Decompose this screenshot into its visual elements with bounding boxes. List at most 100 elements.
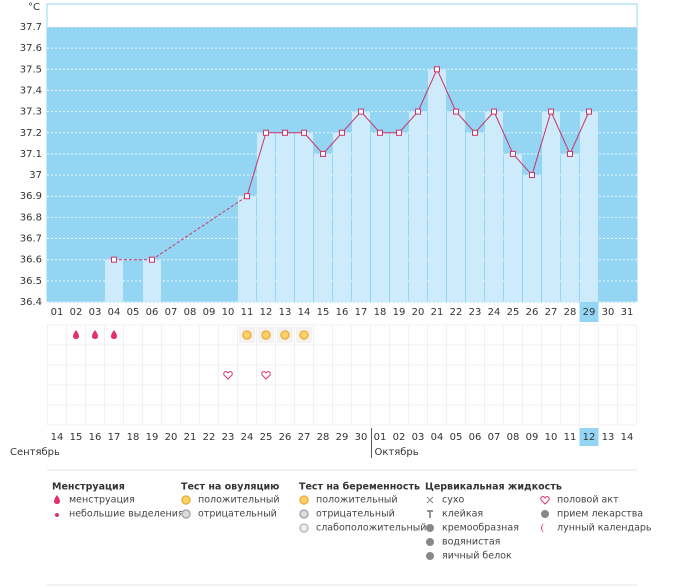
icon-circle	[541, 510, 549, 518]
y-tick-label: 37.4	[20, 85, 42, 96]
icon-circle	[261, 330, 271, 340]
y-tick-label: 36.4	[20, 297, 42, 308]
y-tick-label: 37.3	[20, 107, 42, 118]
temperature-line	[531, 111, 552, 176]
cycle-day-label: 15	[317, 307, 330, 318]
y-tick-label: 37.2	[20, 128, 42, 139]
date-label: 22	[203, 432, 216, 443]
icon-drop	[111, 330, 117, 339]
bar	[542, 111, 560, 302]
legend-item: небольшие выделения	[69, 509, 184, 520]
legend-item: положительный	[198, 495, 280, 506]
cycle-day-label: 22	[450, 307, 463, 318]
point	[434, 66, 440, 73]
point	[415, 108, 421, 115]
cycle-day-label: 09	[203, 307, 216, 318]
cycle-day-label: 28	[564, 307, 577, 318]
icon-circle	[299, 509, 309, 519]
icon-dot	[55, 513, 59, 517]
cycle-day-label: 06	[146, 307, 159, 318]
bar	[257, 132, 275, 302]
cycle-day-label: 14	[298, 307, 311, 318]
point	[548, 108, 554, 115]
cycle-day-label: 21	[431, 307, 444, 318]
temperature-line	[151, 195, 248, 261]
bar	[390, 132, 408, 302]
bar	[428, 69, 446, 302]
legend-item: лунный календарь	[557, 523, 652, 534]
date-label: 19	[146, 432, 159, 443]
bar	[238, 196, 256, 302]
temperature-line	[303, 132, 324, 155]
bar	[485, 111, 503, 302]
point	[111, 256, 117, 263]
legend-item: менструация	[69, 495, 135, 506]
icon-drop	[73, 330, 79, 339]
date-label: 26	[279, 432, 292, 443]
date-label: 04	[431, 432, 444, 443]
y-axis-label: °C	[28, 2, 40, 13]
date-label: 12	[583, 432, 596, 443]
point	[396, 129, 402, 136]
date-label: 06	[469, 432, 482, 443]
icon-circle	[242, 330, 252, 340]
date-label: 01	[374, 432, 387, 443]
date-label: 14	[621, 432, 634, 443]
bar	[352, 111, 370, 302]
cycle-day-label: 31	[621, 307, 634, 318]
bar	[466, 132, 484, 302]
bar	[276, 132, 294, 302]
date-label: 07	[488, 432, 501, 443]
date-label: 17	[108, 432, 121, 443]
legend-item: кремообразная	[442, 523, 519, 534]
cycle-day-label: 23	[469, 307, 482, 318]
legend-item: яичный белок	[442, 551, 512, 562]
date-label: 11	[564, 432, 577, 443]
point	[320, 150, 326, 157]
legend-title: Тест на овуляцию	[181, 482, 279, 493]
cycle-day-label: 25	[507, 307, 520, 318]
temperature-line	[322, 132, 343, 155]
icon-circle	[280, 330, 290, 340]
date-label: 10	[545, 432, 558, 443]
legend-item: отрицательный	[198, 509, 277, 520]
y-tick-label: 37.6	[20, 43, 42, 54]
legend-item: слабоположительный	[316, 523, 426, 534]
legend-item: отрицательный	[316, 509, 395, 520]
legend-title: Тест на беременность	[299, 482, 420, 493]
point	[377, 129, 383, 136]
date-label: 29	[336, 432, 349, 443]
bar	[447, 111, 465, 302]
bar	[504, 153, 522, 302]
point	[282, 129, 288, 136]
cycle-day-label: 05	[127, 307, 140, 318]
icon-circle	[426, 538, 434, 546]
point	[472, 129, 478, 136]
temperature-line	[360, 111, 381, 134]
cycle-day-label: 26	[526, 307, 539, 318]
point	[149, 256, 155, 263]
icon-drop	[92, 330, 98, 339]
cycle-day-label: 08	[184, 307, 197, 318]
legend-item: положительный	[316, 495, 398, 506]
temperature-line	[341, 111, 362, 134]
date-label: 20	[165, 432, 178, 443]
bar	[333, 132, 351, 302]
icon-drop	[54, 495, 60, 504]
point	[339, 129, 345, 136]
point	[244, 193, 250, 200]
y-tick-label: 36.7	[20, 234, 42, 245]
cycle-day-label: 07	[165, 307, 178, 318]
icon-heart	[261, 371, 271, 380]
cycle-day-label: 20	[412, 307, 425, 318]
icon-moon	[541, 523, 546, 533]
cycle-day-label: 04	[108, 307, 121, 318]
legend-item: половой акт	[557, 495, 619, 506]
point	[491, 108, 497, 115]
cycle-day-label: 19	[393, 307, 406, 318]
point	[567, 150, 573, 157]
point	[510, 150, 516, 157]
icon-circle	[426, 524, 434, 532]
legend-item: сухо	[442, 495, 464, 506]
date-label: 18	[127, 432, 140, 443]
